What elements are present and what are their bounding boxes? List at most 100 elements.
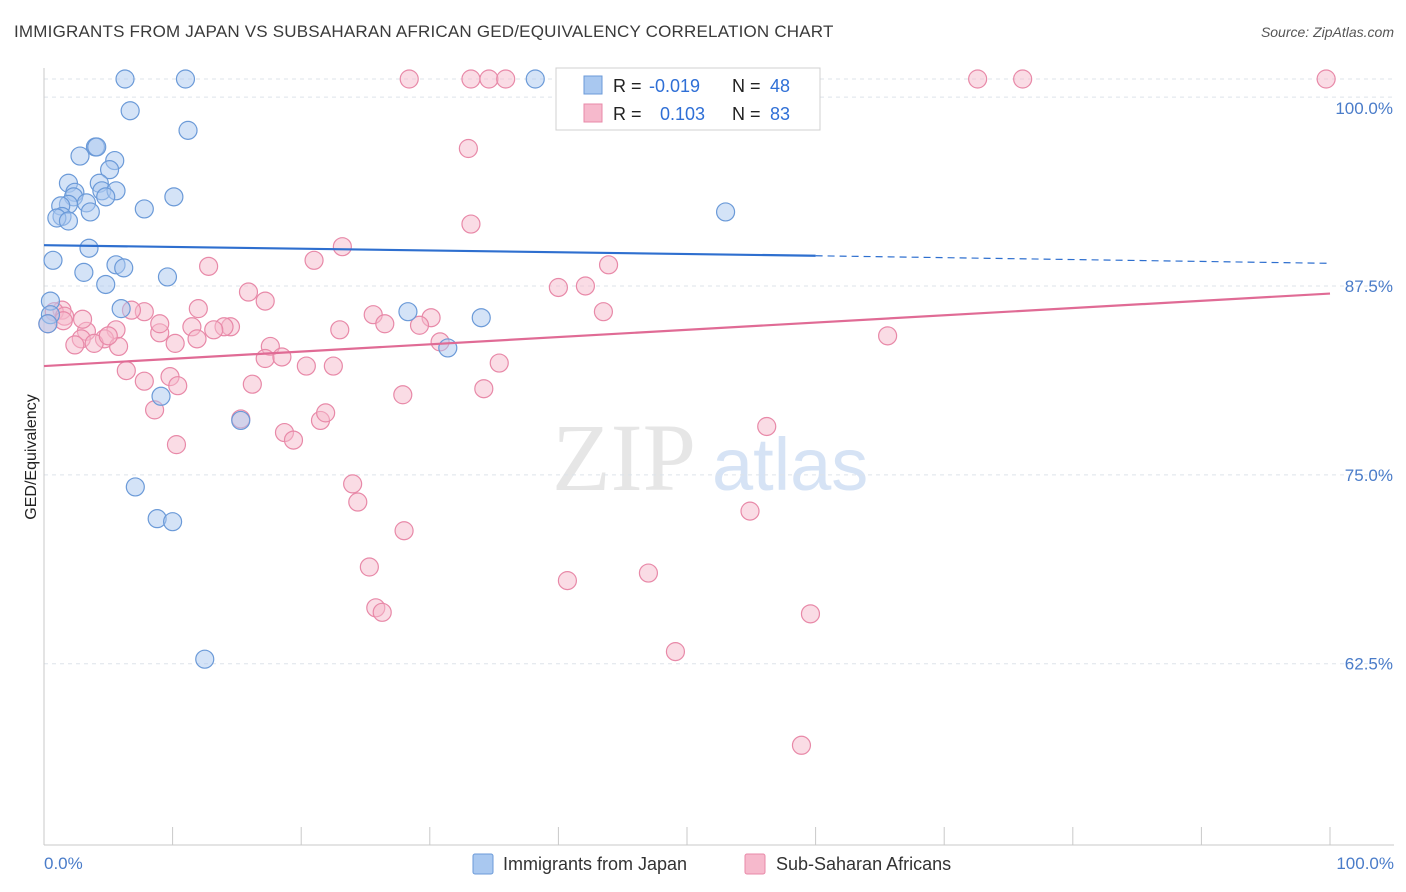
- africa-point: [393, 385, 413, 405]
- japan-point: [114, 258, 134, 278]
- watermark-atlas: atlas: [712, 423, 868, 506]
- africa-point: [204, 320, 224, 340]
- africa-point: [375, 314, 395, 334]
- africa-point: [968, 69, 988, 89]
- africa-point: [65, 335, 85, 355]
- africa-point: [348, 492, 368, 512]
- legend: Immigrants from Japan Sub-Saharan Africa…: [472, 853, 951, 875]
- japan-point: [438, 338, 458, 358]
- trend-line-japan: [43, 244, 816, 257]
- y-tick-label: 100.0%: [1335, 99, 1393, 118]
- japan-point: [175, 69, 196, 89]
- japan-point: [111, 299, 131, 319]
- africa-point: [150, 314, 170, 334]
- japan-point: [70, 146, 90, 166]
- africa-point: [409, 315, 430, 335]
- africa-point: [461, 214, 481, 234]
- japan-point: [525, 69, 545, 89]
- africa-point: [238, 282, 259, 302]
- japan-point: [43, 250, 63, 270]
- stats-swatch-africa: [583, 103, 603, 123]
- africa-point: [638, 563, 659, 583]
- legend-swatch-japan: [472, 853, 494, 875]
- africa-point: [116, 360, 136, 381]
- y-axis-label: GED/Equivalency: [23, 394, 40, 519]
- africa-point: [740, 501, 760, 521]
- africa-point: [165, 333, 185, 353]
- africa-point: [593, 302, 614, 322]
- y-tick-labels: 100.0% 87.5% 75.0% 62.5%: [1335, 99, 1393, 674]
- japan-point: [74, 262, 94, 282]
- africa-point: [98, 326, 118, 346]
- japan-point: [151, 386, 171, 406]
- japan-point: [157, 267, 178, 287]
- japan-point: [471, 308, 491, 328]
- japan-point: [125, 477, 145, 497]
- japan-point: [120, 101, 140, 121]
- legend-label-africa: Sub-Saharan Africans: [776, 854, 951, 874]
- watermark-zip: ZIP: [552, 404, 696, 511]
- africa-point: [134, 371, 154, 391]
- africa-point: [372, 602, 392, 622]
- stats-box: R = -0.019 N = 48 R = 0.103 N = 83: [555, 67, 821, 131]
- africa-point: [474, 379, 494, 399]
- stats-africa-n-value: 83: [770, 104, 790, 124]
- africa-point: [479, 69, 499, 89]
- japan-point: [147, 509, 167, 529]
- africa-point: [394, 521, 414, 541]
- africa-point: [800, 604, 821, 624]
- japan-point: [87, 137, 107, 157]
- africa-point: [283, 430, 304, 450]
- africa-point: [242, 374, 262, 394]
- africa-point: [458, 138, 478, 159]
- africa-point: [166, 435, 187, 455]
- japan-point: [38, 314, 58, 334]
- trend-lines: [43, 244, 1331, 368]
- japan-point: [715, 202, 736, 222]
- japan-point: [96, 187, 116, 207]
- legend-swatch-africa: [744, 853, 766, 875]
- africa-point: [1316, 69, 1336, 89]
- africa-point: [557, 571, 578, 591]
- africa-point: [548, 277, 569, 298]
- y-tick-label: 75.0%: [1345, 466, 1393, 485]
- y-tick-label: 87.5%: [1345, 277, 1393, 296]
- africa-point: [323, 356, 343, 376]
- legend-label-japan: Immigrants from Japan: [503, 854, 687, 874]
- africa-point: [1013, 69, 1033, 89]
- africa-point: [575, 276, 596, 296]
- africa-point: [304, 250, 324, 270]
- japan-point: [96, 274, 116, 295]
- japan-point: [195, 649, 215, 669]
- africa-point: [168, 376, 188, 396]
- stats-africa-r-label: R =: [613, 104, 642, 124]
- japan-point: [163, 512, 183, 532]
- japan-point: [99, 160, 120, 180]
- stats-japan-r-label: R =: [613, 76, 642, 96]
- africa-point: [255, 291, 275, 311]
- series-sub-saharan-africans: [38, 69, 1336, 755]
- chart-source: Source: ZipAtlas.com: [1260, 24, 1394, 40]
- x-tick-label-max: 100.0%: [1336, 854, 1394, 873]
- africa-point: [272, 347, 292, 367]
- x-ticks: [172, 827, 1331, 845]
- japan-point: [231, 410, 251, 431]
- africa-point: [316, 403, 336, 423]
- africa-point: [878, 326, 898, 346]
- africa-point: [598, 255, 619, 275]
- africa-point: [187, 329, 207, 349]
- africa-point: [343, 474, 363, 494]
- africa-point: [399, 69, 419, 89]
- series-immigrants-from-japan: [38, 69, 736, 669]
- stats-africa-n-label: N =: [732, 104, 761, 124]
- stats-japan-n-label: N =: [732, 76, 761, 96]
- africa-point: [72, 309, 93, 329]
- africa-point: [489, 353, 509, 373]
- africa-point: [199, 256, 219, 276]
- japan-point: [80, 202, 100, 222]
- japan-point: [58, 211, 79, 231]
- trend-line-japan-extension: [815, 255, 1331, 264]
- africa-point: [330, 320, 350, 340]
- stats-swatch-japan: [583, 75, 603, 95]
